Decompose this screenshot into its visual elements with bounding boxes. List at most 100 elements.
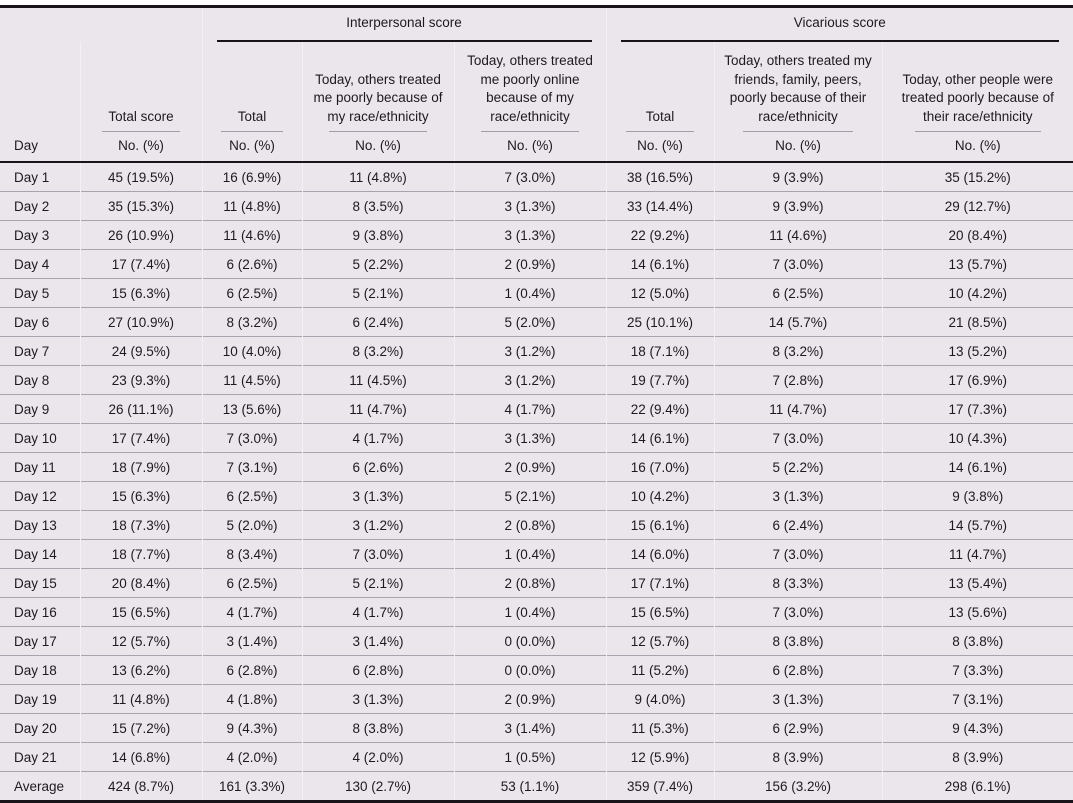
row-label: Day 19 xyxy=(0,684,80,714)
table-row: Day 13 18 (7.3%) 5 (2.0%) 3 (1.2%) 2 (0.8%) 1… xyxy=(0,510,1073,540)
table-cell: 161 (3.3%) xyxy=(201,771,302,802)
table-cell: 10 (4.0%) xyxy=(201,336,302,366)
row-label: Day 17 xyxy=(0,626,80,656)
table-cell: 6 (2.5%) xyxy=(713,278,882,308)
table-cell: 29 (12.7%) xyxy=(881,191,1073,221)
table-cell: 5 (2.1%) xyxy=(301,278,454,308)
table-cell: 2 (0.9%) xyxy=(453,249,606,279)
table-cell: 11 (5.3%) xyxy=(605,713,714,743)
row-label: Day 18 xyxy=(0,655,80,685)
table-cell: 7 (2.8%) xyxy=(713,365,882,395)
table-cell: 3 (1.4%) xyxy=(453,713,606,743)
group-header-label: Vicarious score xyxy=(620,15,1060,42)
row-label: Day 8 xyxy=(0,365,80,395)
table-cell: 3 (1.3%) xyxy=(713,684,882,714)
column-header-underline xyxy=(220,131,284,132)
table-cell: 14 (6.8%) xyxy=(79,742,202,772)
table-cell: 8 (3.8%) xyxy=(881,626,1073,656)
table-row: Day 7 24 (9.5%) 10 (4.0%) 8 (3.2%) 3 (1.2%) 1… xyxy=(0,336,1073,366)
table-cell: 8 (3.2%) xyxy=(201,307,302,337)
table-cell: 11 (5.2%) xyxy=(605,655,714,685)
table-row: Day 2 35 (15.3%) 11 (4.8%) 8 (3.5%) 3 (1.3%)… xyxy=(0,191,1073,221)
table-row: Day 9 26 (11.1%) 13 (5.6%) 11 (4.7%) 4 (1.7%… xyxy=(0,394,1073,424)
column-header-total-score: Total score xyxy=(79,42,202,132)
column-header-spacer xyxy=(0,42,80,132)
table-cell: 8 (3.2%) xyxy=(713,336,882,366)
table-cell: 7 (3.0%) xyxy=(713,249,882,279)
row-label: Average xyxy=(0,771,80,802)
daily-discrimination-scores-table: Interpersonal score Vicarious score Tota… xyxy=(0,5,1073,803)
table-cell: 9 (3.8%) xyxy=(881,481,1073,511)
table-row: Day 16 15 (6.5%) 4 (1.7%) 4 (1.7%) 1 (0.4%) 1… xyxy=(0,597,1073,627)
table-cell: 3 (1.2%) xyxy=(301,510,454,540)
table-cell: 10 (4.2%) xyxy=(605,481,714,511)
table-cell: 4 (2.0%) xyxy=(201,742,302,772)
table-row: Day 15 20 (8.4%) 6 (2.5%) 5 (2.1%) 2 (0.8%) 1… xyxy=(0,568,1073,598)
table-cell: 13 (5.2%) xyxy=(881,336,1073,366)
table-cell: 13 (5.7%) xyxy=(881,249,1073,279)
table-cell: 6 (2.4%) xyxy=(713,510,882,540)
table-cell: 7 (3.0%) xyxy=(713,597,882,627)
table-cell: 11 (4.6%) xyxy=(713,220,882,250)
table-row: Day 20 15 (7.2%) 9 (4.3%) 8 (3.8%) 3 (1.4%) 1… xyxy=(0,713,1073,743)
table-row: Day 11 18 (7.9%) 7 (3.1%) 6 (2.6%) 2 (0.9%) 1… xyxy=(0,452,1073,482)
table-cell: 7 (3.0%) xyxy=(713,539,882,569)
table-cell: 8 (3.4%) xyxy=(201,539,302,569)
no-pct-header: No. (%) xyxy=(453,132,606,163)
table-cell: 8 (3.2%) xyxy=(301,336,454,366)
table-cell: 4 (1.7%) xyxy=(301,423,454,453)
table-cell: 11 (4.7%) xyxy=(713,394,882,424)
table-row: Day 14 18 (7.7%) 8 (3.4%) 7 (3.0%) 1 (0.4%) 1… xyxy=(0,539,1073,569)
table-cell: 7 (3.1%) xyxy=(201,452,302,482)
row-label: Day 12 xyxy=(0,481,80,511)
column-header-underline xyxy=(102,131,180,132)
table-cell: 11 (4.7%) xyxy=(301,394,454,424)
table-cell: 4 (1.7%) xyxy=(453,394,606,424)
table-cell: 424 (8.7%) xyxy=(79,771,202,802)
table-cell: 17 (7.4%) xyxy=(79,423,202,453)
table-cell: 8 (3.9%) xyxy=(881,742,1073,772)
table-cell: 17 (7.3%) xyxy=(881,394,1073,424)
table-cell: 18 (7.7%) xyxy=(79,539,202,569)
table-cell: 16 (6.9%) xyxy=(201,161,302,192)
table-cell: 14 (6.1%) xyxy=(605,249,714,279)
row-label: Day 4 xyxy=(0,249,80,279)
table-cell: 17 (7.1%) xyxy=(605,568,714,598)
table-cell: 18 (7.1%) xyxy=(605,336,714,366)
table-cell: 11 (4.8%) xyxy=(79,684,202,714)
row-label: Day 1 xyxy=(0,161,80,192)
table-cell: 0 (0.0%) xyxy=(453,626,606,656)
column-header-underline xyxy=(480,131,580,132)
row-label: Day 9 xyxy=(0,394,80,424)
row-label: Day 15 xyxy=(0,568,80,598)
table-cell: 38 (16.5%) xyxy=(605,161,714,192)
column-header-label: Today, others treated me poorly online b… xyxy=(467,53,593,124)
table-cell: 15 (6.1%) xyxy=(605,510,714,540)
table-cell: 35 (15.3%) xyxy=(79,191,202,221)
column-header-others-treated-poorly: Today, other people were treated poorly … xyxy=(881,42,1073,132)
table-cell: 7 (3.0%) xyxy=(453,161,606,192)
table-cell: 359 (7.4%) xyxy=(605,771,714,802)
table-cell: 15 (6.3%) xyxy=(79,481,202,511)
row-label: Day 2 xyxy=(0,191,80,221)
table-cell: 6 (2.5%) xyxy=(201,278,302,308)
column-header-row: Total score Total Today, others treated … xyxy=(0,42,1073,132)
row-label: Day 13 xyxy=(0,510,80,540)
table-cell: 35 (15.2%) xyxy=(881,161,1073,192)
table-cell: 7 (3.0%) xyxy=(201,423,302,453)
table-cell: 11 (4.5%) xyxy=(301,365,454,395)
table-cell: 3 (1.3%) xyxy=(453,423,606,453)
group-header-interpersonal: Interpersonal score xyxy=(201,6,606,42)
no-pct-header: No. (%) xyxy=(881,132,1073,163)
table-cell: 10 (4.3%) xyxy=(881,423,1073,453)
column-header-treated-poorly: Today, others treated me poorly because … xyxy=(301,42,454,132)
table-cell: 9 (4.3%) xyxy=(881,713,1073,743)
row-label: Day 5 xyxy=(0,278,80,308)
table-cell: 6 (2.8%) xyxy=(201,655,302,685)
table-cell: 18 (7.9%) xyxy=(79,452,202,482)
table-cell: 13 (5.4%) xyxy=(881,568,1073,598)
table-cell: 6 (2.4%) xyxy=(301,307,454,337)
table-cell: 11 (4.6%) xyxy=(201,220,302,250)
table-cell: 15 (7.2%) xyxy=(79,713,202,743)
